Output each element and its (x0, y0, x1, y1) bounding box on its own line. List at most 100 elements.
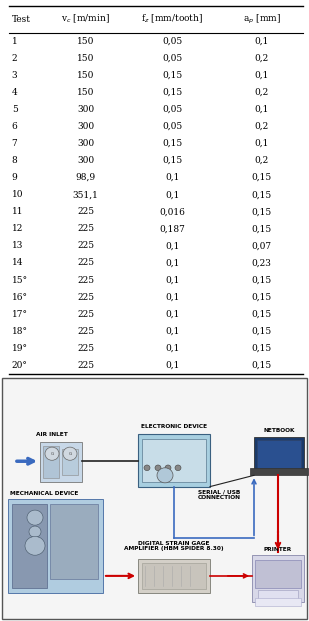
Text: 13: 13 (12, 242, 23, 250)
Text: 0,1: 0,1 (165, 344, 180, 353)
Text: ELECTRONIC DEVICE: ELECTRONIC DEVICE (141, 424, 207, 429)
Text: 14: 14 (12, 258, 23, 268)
Text: 0,15: 0,15 (252, 344, 272, 353)
Text: 18°: 18° (12, 327, 28, 336)
Circle shape (155, 465, 161, 471)
Text: 15°: 15° (12, 276, 28, 284)
Text: 0,15: 0,15 (162, 156, 182, 165)
Text: 225: 225 (77, 361, 94, 369)
Text: 225: 225 (77, 258, 94, 268)
Circle shape (63, 447, 77, 460)
Bar (142, 563, 206, 589)
Text: 150: 150 (77, 54, 94, 63)
Text: 0,2: 0,2 (255, 122, 269, 131)
Text: 225: 225 (77, 242, 94, 250)
Text: 150: 150 (77, 71, 94, 80)
Text: 10: 10 (12, 190, 23, 199)
Text: 0,2: 0,2 (255, 156, 269, 165)
Text: 5: 5 (12, 105, 18, 114)
Text: 225: 225 (77, 327, 94, 336)
Text: 0,15: 0,15 (252, 327, 272, 336)
Text: 0,2: 0,2 (255, 88, 269, 97)
Text: f$_z$ [mm/tooth]: f$_z$ [mm/tooth] (141, 13, 203, 25)
Text: 225: 225 (77, 207, 94, 216)
Text: 0,1: 0,1 (165, 258, 180, 268)
Text: 225: 225 (77, 292, 94, 302)
Bar (255, 560, 301, 588)
Text: Test: Test (12, 15, 31, 24)
Text: 7: 7 (12, 139, 18, 148)
Text: 0,1: 0,1 (255, 71, 269, 80)
Bar (8, 499, 103, 593)
Text: 0,15: 0,15 (162, 88, 182, 97)
Text: 6: 6 (12, 122, 18, 131)
Text: 351,1: 351,1 (73, 190, 99, 199)
Text: 0,1: 0,1 (255, 139, 269, 148)
Text: 0,1: 0,1 (255, 37, 269, 46)
Text: 300: 300 (77, 156, 94, 165)
Text: 0,15: 0,15 (252, 173, 272, 182)
Text: G: G (50, 451, 54, 456)
Text: 9: 9 (12, 173, 18, 182)
Text: 0,15: 0,15 (252, 190, 272, 199)
Text: 225: 225 (77, 310, 94, 319)
Text: 8: 8 (12, 156, 18, 165)
Text: 0,15: 0,15 (252, 224, 272, 233)
Text: 0,15: 0,15 (252, 361, 272, 369)
Text: 4: 4 (12, 88, 18, 97)
Text: 0,05: 0,05 (162, 105, 182, 114)
Text: 0,1: 0,1 (165, 310, 180, 319)
Text: 0,15: 0,15 (162, 71, 182, 80)
Bar (50, 504, 98, 579)
Bar (250, 468, 308, 475)
Text: 0,1: 0,1 (165, 190, 180, 199)
Text: 0,23: 0,23 (252, 258, 272, 268)
Circle shape (27, 510, 43, 525)
Text: MECHANICAL DEVICE: MECHANICAL DEVICE (10, 491, 78, 496)
Text: 150: 150 (77, 88, 94, 97)
Text: 20°: 20° (12, 361, 28, 369)
Bar (257, 440, 301, 468)
Text: 225: 225 (77, 276, 94, 284)
Text: 3: 3 (12, 71, 17, 80)
Text: 300: 300 (77, 139, 94, 148)
Text: 0,15: 0,15 (252, 207, 272, 216)
Bar (254, 437, 304, 471)
Text: 0,187: 0,187 (159, 224, 185, 233)
Bar (252, 555, 304, 602)
Bar (12, 504, 47, 588)
Text: 225: 225 (77, 224, 94, 233)
Bar (142, 438, 206, 482)
Text: a$_p$ [mm]: a$_p$ [mm] (243, 12, 281, 25)
Text: 1: 1 (12, 37, 18, 46)
Circle shape (29, 526, 41, 537)
Text: 300: 300 (77, 105, 94, 114)
Bar (255, 599, 301, 606)
Text: 19°: 19° (12, 344, 28, 353)
Text: 0,07: 0,07 (252, 242, 272, 250)
Text: 0,05: 0,05 (162, 37, 182, 46)
Text: 0,1: 0,1 (165, 276, 180, 284)
Text: 300: 300 (77, 122, 94, 131)
Text: 0,1: 0,1 (255, 105, 269, 114)
Text: 0,05: 0,05 (162, 122, 182, 131)
Circle shape (165, 465, 171, 471)
Text: 0,2: 0,2 (255, 54, 269, 63)
Bar (40, 442, 82, 482)
Text: 0,15: 0,15 (252, 310, 272, 319)
Text: 0,016: 0,016 (159, 207, 185, 216)
Text: 0,1: 0,1 (165, 292, 180, 302)
Bar (258, 590, 298, 599)
Text: SERIAL / USB
CONNECTION: SERIAL / USB CONNECTION (198, 489, 241, 501)
Text: 16°: 16° (12, 292, 28, 302)
Text: PRINTER: PRINTER (264, 547, 292, 553)
Text: 2: 2 (12, 54, 17, 63)
Circle shape (144, 465, 150, 471)
Text: 225: 225 (77, 344, 94, 353)
Text: 0,1: 0,1 (165, 242, 180, 250)
Text: 0,1: 0,1 (165, 361, 180, 369)
Text: NETBOOK: NETBOOK (263, 428, 295, 433)
Circle shape (175, 465, 181, 471)
Text: 98,9: 98,9 (75, 173, 96, 182)
Circle shape (45, 447, 59, 460)
